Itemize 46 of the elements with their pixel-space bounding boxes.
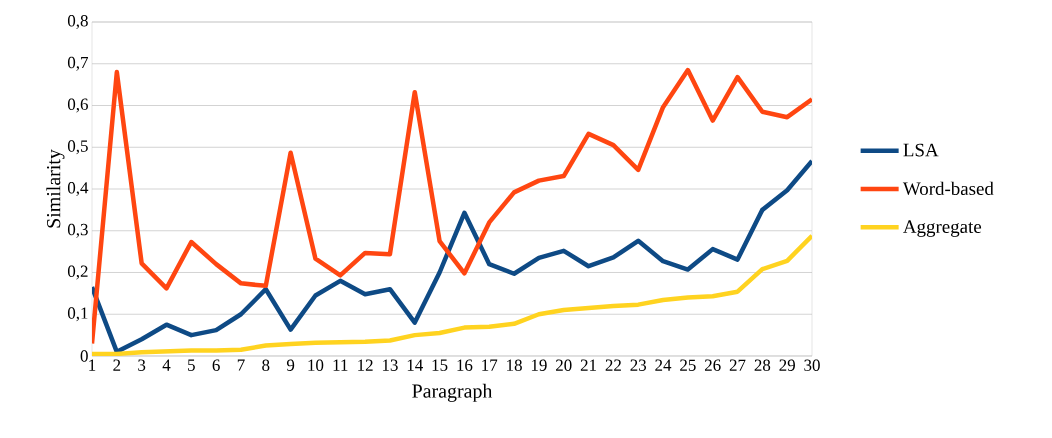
x-tick-label: 25: [680, 359, 696, 371]
y-tick-label: 0,7: [67, 56, 88, 71]
x-tick-label: 10: [308, 359, 324, 371]
x-tick-label: 12: [358, 359, 373, 371]
line-series: [92, 67, 813, 346]
x-tick-label: 7: [237, 359, 245, 371]
x-tick-label: 26: [704, 359, 721, 371]
x-tick-label: 23: [630, 359, 647, 371]
y-tick-label: 0,4: [67, 182, 89, 196]
y-tick-label: 0,6: [67, 98, 88, 113]
x-tick-label: 30: [804, 359, 820, 371]
y-tick-label: 0,8: [67, 15, 88, 29]
x-tick-label: 2: [113, 359, 121, 371]
y-tick-label: 0,5: [67, 140, 88, 155]
y-tick-label: 0,3: [67, 223, 88, 238]
x-tick-label: 21: [580, 359, 597, 371]
y-tick-label: 0: [80, 350, 88, 362]
x-tick-label: 20: [556, 359, 572, 371]
x-tick-label: 6: [212, 359, 220, 371]
y-tick-label: 0,2: [67, 265, 88, 280]
x-tick-label: 14: [407, 359, 423, 371]
y-tick-label: 0,1: [67, 307, 88, 322]
x-tick-label: 16: [457, 359, 473, 371]
x-axis-title: Paragraph: [412, 383, 493, 402]
x-tick-label: 22: [605, 359, 621, 371]
x-tick-label: 9: [286, 359, 295, 371]
x-tick-label: 4: [162, 359, 171, 371]
x-tick-label: 3: [138, 359, 146, 371]
x-tick-label: 24: [655, 359, 672, 371]
x-tick-label: 27: [729, 359, 746, 371]
x-tick-label: 5: [188, 359, 195, 371]
x-tick-label: 11: [333, 359, 348, 371]
x-tick-label: 15: [432, 359, 448, 371]
x-tick-label: 17: [482, 359, 498, 371]
legend-label: Word-based: [902, 181, 994, 196]
x-tick-label: 28: [754, 359, 771, 371]
y-axis-title: Similarity: [46, 149, 65, 228]
x-tick-label: 8: [262, 359, 270, 371]
legend-label: Aggregate: [903, 220, 982, 237]
line-series: [92, 158, 813, 355]
x-tick-label: 18: [507, 359, 522, 371]
x-tick-label: 1: [89, 359, 96, 371]
x-tick-label: 19: [531, 359, 547, 371]
x-tick-label: 13: [382, 359, 398, 371]
x-tick-label: 29: [779, 359, 795, 371]
legend-label: LSA: [903, 143, 939, 157]
